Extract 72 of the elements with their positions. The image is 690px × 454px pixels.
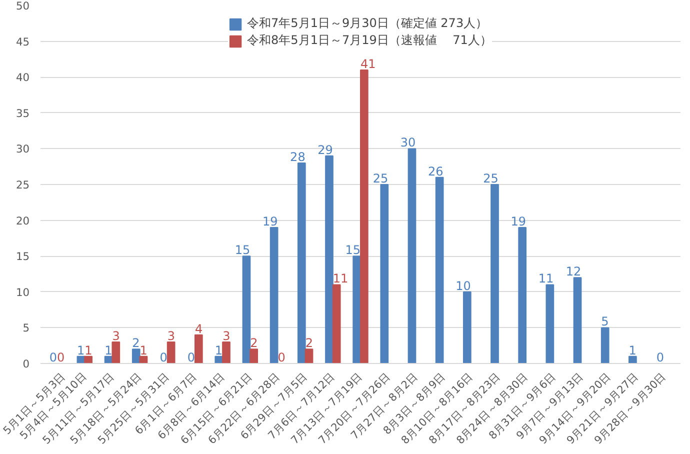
y-tick-label: 10 bbox=[16, 286, 30, 299]
y-tick-label: 40 bbox=[16, 71, 30, 84]
data-label: 0 bbox=[656, 350, 664, 364]
bar bbox=[242, 256, 251, 364]
data-label: 30 bbox=[400, 136, 416, 150]
data-label: 15 bbox=[234, 243, 250, 258]
data-label: 1 bbox=[140, 343, 148, 358]
bar bbox=[84, 356, 92, 364]
data-label: 3 bbox=[222, 329, 230, 344]
bar bbox=[297, 162, 306, 364]
data-label: 3 bbox=[167, 329, 176, 344]
y-tick-label: 5 bbox=[22, 322, 30, 335]
bar bbox=[380, 184, 389, 364]
data-label: 11 bbox=[538, 272, 554, 286]
data-label: 25 bbox=[372, 172, 388, 186]
data-label: 1 bbox=[77, 343, 85, 358]
data-label: 29 bbox=[318, 142, 333, 157]
data-label: 0 bbox=[49, 350, 58, 364]
y-tick-label: 0 bbox=[22, 358, 30, 370]
bar bbox=[332, 284, 341, 364]
bar bbox=[435, 176, 444, 364]
data-label: 2 bbox=[305, 336, 313, 350]
data-label: 0 bbox=[160, 350, 168, 364]
bar bbox=[132, 348, 140, 364]
y-tick-label: 30 bbox=[16, 142, 30, 156]
legend-label: 令和8年5月1日～7月19日（速報値 71人） bbox=[247, 32, 492, 49]
data-label: 1 bbox=[214, 343, 223, 358]
data-label: 3 bbox=[112, 329, 120, 344]
bar bbox=[518, 226, 527, 364]
data-label: 1 bbox=[628, 343, 636, 358]
data-label: 26 bbox=[428, 164, 444, 178]
bar bbox=[194, 334, 203, 364]
y-tick-label: 45 bbox=[16, 35, 30, 48]
bar bbox=[546, 284, 554, 364]
bar bbox=[408, 148, 416, 364]
y-tick-label: 50 bbox=[16, 0, 30, 12]
data-label: 4 bbox=[194, 322, 203, 336]
data-label: 28 bbox=[290, 150, 306, 164]
bar bbox=[222, 342, 230, 364]
data-label: 0 bbox=[278, 350, 286, 364]
bar bbox=[490, 184, 499, 364]
bar bbox=[360, 69, 368, 364]
bar bbox=[573, 277, 582, 364]
bar bbox=[270, 226, 278, 364]
bar bbox=[112, 342, 120, 364]
bar bbox=[166, 342, 176, 364]
data-label: 1 bbox=[104, 343, 112, 358]
data-label: 25 bbox=[483, 172, 498, 186]
data-label: 5 bbox=[601, 314, 609, 329]
data-label: 0 bbox=[57, 350, 65, 364]
data-label: 0 bbox=[187, 350, 195, 364]
bar bbox=[600, 327, 610, 364]
data-label: 19 bbox=[510, 214, 526, 228]
y-tick-label: 15 bbox=[16, 250, 30, 264]
bar bbox=[462, 291, 472, 364]
data-label: 2 bbox=[250, 336, 258, 350]
bar bbox=[628, 356, 637, 364]
y-tick-label: 25 bbox=[16, 178, 30, 192]
data-label: 10 bbox=[456, 278, 471, 293]
data-label: 15 bbox=[345, 243, 361, 258]
data-label: 1 bbox=[84, 343, 92, 358]
bar bbox=[325, 155, 334, 364]
y-tick-label: 20 bbox=[16, 214, 30, 228]
data-label: 2 bbox=[132, 336, 140, 350]
data-label: 12 bbox=[566, 264, 582, 279]
bar bbox=[250, 348, 258, 364]
y-tick-label: 35 bbox=[16, 106, 30, 120]
data-label: 19 bbox=[262, 214, 278, 228]
bar bbox=[304, 348, 314, 364]
data-label: 11 bbox=[332, 272, 348, 286]
legend-label: 令和7年5月1日～9月30日（確定値 273人） bbox=[247, 15, 488, 32]
data-label: 41 bbox=[360, 56, 376, 71]
